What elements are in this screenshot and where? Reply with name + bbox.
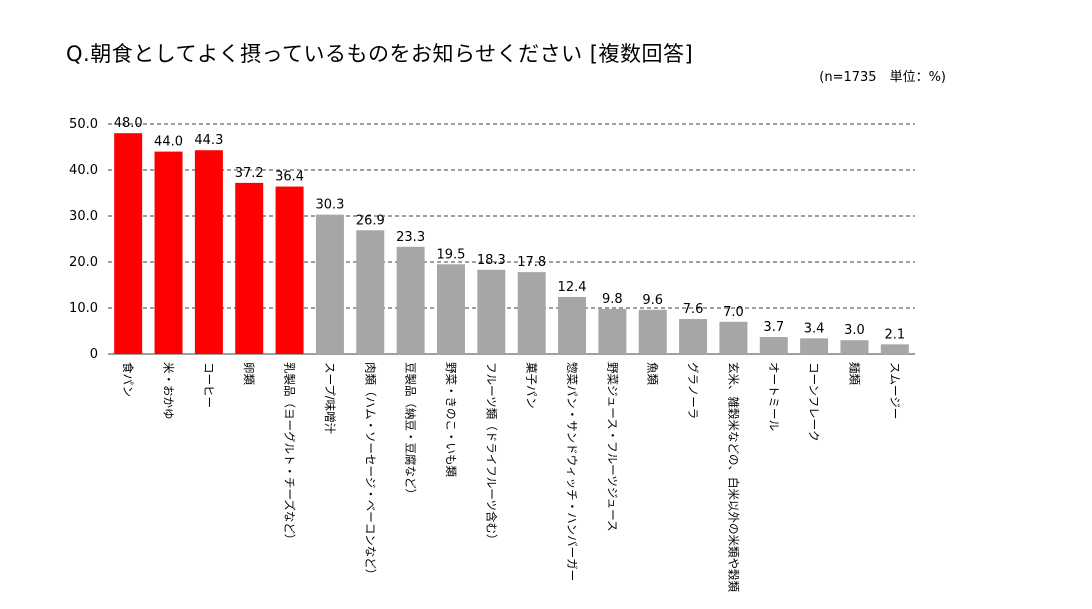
- category-label: 卵類: [242, 362, 256, 385]
- bar: [638, 309, 667, 354]
- category-label: 野菜ジュース・フルーツジュース: [605, 362, 619, 532]
- chart-title: Q.朝食としてよく摂っているものをお知らせください [複数回答]: [66, 42, 694, 66]
- bars: [114, 133, 909, 354]
- value-labels: 48.0 44.0 44.3 37.2 36.4 30.3 26.9 23.3 19.5 18.3…: [114, 116, 905, 342]
- data-label: 12.4: [558, 280, 587, 295]
- data-label: 30.3: [315, 198, 344, 213]
- category-label: 乳製品（ヨーグルト・チーズなど）: [283, 362, 297, 545]
- bar: [315, 214, 344, 354]
- data-label: 3.0: [844, 323, 865, 338]
- data-label: 3.7: [763, 320, 784, 335]
- category-label: コーヒー: [202, 362, 216, 408]
- data-label: 26.9: [356, 213, 385, 228]
- data-label: 44.0: [154, 135, 183, 150]
- bar: [598, 308, 627, 354]
- y-tick-label: 10.0: [69, 301, 98, 316]
- bar: [436, 264, 465, 354]
- category-label: 菓子パン: [525, 362, 539, 409]
- data-label: 17.8: [517, 255, 546, 270]
- gridlines: [108, 123, 915, 355]
- bar: [396, 246, 425, 354]
- category-label: 米・おかゆ: [162, 362, 176, 420]
- category-label: 肉類（ハム・ソーセージ・ベーコンなど）: [363, 362, 377, 580]
- bar: [800, 338, 829, 354]
- y-axis: 0 10.0 20.0 30.0 40.0 50.0: [69, 117, 98, 362]
- data-label: 18.3: [477, 253, 506, 268]
- data-label: 36.4: [275, 170, 304, 185]
- category-label: 豆製品（納豆・豆腐など）: [404, 362, 418, 500]
- y-tick-label: 20.0: [69, 255, 98, 270]
- data-label: 23.3: [396, 230, 425, 245]
- bar: [759, 336, 788, 354]
- bar: [194, 150, 223, 354]
- bar: [840, 340, 869, 354]
- bar: [154, 151, 183, 354]
- data-label: 3.4: [804, 321, 825, 336]
- bar: [517, 272, 546, 354]
- category-label: フルーツ類（ドライフルーツ含む）: [484, 362, 498, 546]
- bar: [679, 319, 708, 354]
- y-tick-label: 50.0: [69, 117, 98, 132]
- category-label: 魚類: [646, 362, 660, 385]
- chart-note: (n=1735 単位：%): [819, 70, 946, 85]
- category-label: 玄米、雑穀米などの、白米以外の米類や穀類: [726, 362, 740, 592]
- bar: [558, 296, 587, 354]
- bar: [356, 230, 385, 354]
- bar: [477, 269, 506, 354]
- y-tick-label: 30.0: [69, 209, 98, 224]
- category-label: 野菜・きのこ・いも類: [444, 362, 458, 477]
- category-label: スープ/味噌汁: [323, 362, 337, 435]
- category-label: グラノーラ: [686, 362, 700, 419]
- data-label: 7.6: [683, 302, 704, 317]
- category-label: コーンフレーク: [807, 362, 821, 442]
- data-label: 9.6: [642, 293, 663, 308]
- bar: [114, 133, 143, 354]
- data-label: 19.5: [436, 247, 465, 262]
- data-label: 48.0: [114, 116, 143, 131]
- y-tick-label: 0: [90, 347, 98, 362]
- data-label: 2.1: [884, 327, 905, 342]
- category-label: スムージー: [888, 362, 902, 419]
- category-label: オートミール: [767, 362, 781, 431]
- category-label: 食パン: [121, 362, 135, 397]
- bar: [235, 182, 264, 354]
- category-label: 惣菜パン・サンドウィッチ・ハンバーガー: [565, 362, 579, 581]
- category-label: 麺類: [847, 362, 861, 385]
- data-label: 44.3: [194, 133, 223, 148]
- data-label: 7.0: [723, 305, 744, 320]
- data-label: 9.8: [602, 292, 623, 307]
- data-label: 37.2: [235, 166, 264, 181]
- category-labels: 食パン 米・おかゆ コーヒー 卵類 乳製品（ヨーグルト・チーズなど） スープ/味噌汁 肉類（…: [121, 362, 902, 592]
- y-tick-label: 40.0: [69, 163, 98, 178]
- bar: [275, 186, 304, 354]
- bar: [719, 321, 748, 354]
- bar: [880, 344, 909, 354]
